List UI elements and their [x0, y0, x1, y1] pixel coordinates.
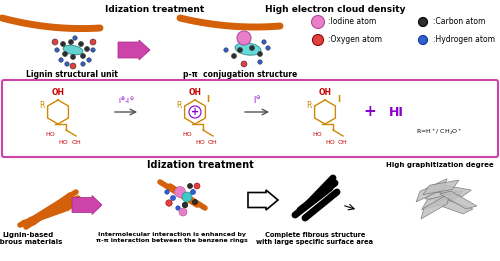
FancyBboxPatch shape: [2, 80, 498, 157]
Polygon shape: [423, 180, 459, 194]
Text: :Hydrogen atom: :Hydrogen atom: [433, 35, 495, 44]
Circle shape: [258, 51, 262, 56]
Text: Lignin-based
fibrous materials: Lignin-based fibrous materials: [0, 232, 62, 245]
Text: R: R: [176, 102, 182, 110]
Text: OH: OH: [318, 88, 332, 97]
Text: I: I: [206, 95, 210, 104]
Text: Complete fibrous structure
with large specific surface area: Complete fibrous structure with large sp…: [256, 232, 374, 245]
Circle shape: [70, 63, 76, 69]
Circle shape: [262, 40, 266, 44]
Circle shape: [176, 206, 180, 210]
Polygon shape: [440, 191, 477, 209]
Circle shape: [73, 36, 77, 40]
Circle shape: [65, 62, 69, 66]
Circle shape: [166, 200, 172, 206]
Circle shape: [68, 39, 73, 44]
Circle shape: [266, 46, 270, 50]
Text: :Iodine atom: :Iodine atom: [328, 17, 376, 27]
Text: +: +: [191, 107, 199, 117]
Polygon shape: [425, 191, 463, 199]
Text: OH: OH: [208, 140, 218, 145]
Circle shape: [250, 45, 254, 50]
Circle shape: [60, 41, 66, 46]
Circle shape: [237, 31, 251, 45]
Circle shape: [418, 35, 428, 44]
Text: R=H$^+$/ CH$_2$O$^+$: R=H$^+$/ CH$_2$O$^+$: [416, 127, 464, 137]
Text: HO: HO: [182, 132, 192, 137]
Circle shape: [194, 183, 200, 189]
Text: p-π  conjugation structure: p-π conjugation structure: [183, 70, 297, 79]
Text: OH: OH: [71, 140, 81, 145]
Circle shape: [59, 58, 63, 62]
Circle shape: [312, 15, 324, 28]
Polygon shape: [416, 179, 447, 202]
Polygon shape: [432, 185, 472, 197]
Circle shape: [232, 54, 236, 58]
Text: High graphitization degree: High graphitization degree: [386, 162, 494, 168]
Circle shape: [188, 183, 192, 188]
Text: Idization treatment: Idization treatment: [106, 5, 204, 14]
Ellipse shape: [63, 45, 83, 55]
Polygon shape: [421, 193, 450, 219]
Circle shape: [174, 187, 186, 198]
Circle shape: [182, 192, 192, 202]
Text: HI: HI: [388, 105, 404, 118]
Circle shape: [165, 190, 169, 194]
Circle shape: [90, 39, 96, 45]
Circle shape: [52, 39, 58, 45]
Ellipse shape: [235, 43, 261, 55]
Text: +: +: [364, 104, 376, 120]
FancyArrow shape: [72, 195, 102, 215]
Circle shape: [84, 46, 89, 51]
Polygon shape: [422, 192, 456, 210]
Circle shape: [312, 34, 324, 45]
Text: OH: OH: [338, 140, 348, 145]
Circle shape: [91, 48, 95, 52]
Circle shape: [78, 41, 84, 46]
Text: :Carbon atom: :Carbon atom: [433, 17, 486, 27]
Circle shape: [224, 48, 228, 52]
Circle shape: [170, 195, 175, 200]
Circle shape: [190, 189, 196, 194]
Text: Idization treatment: Idization treatment: [146, 160, 254, 170]
Text: HO: HO: [195, 140, 205, 145]
Text: OH: OH: [188, 88, 202, 97]
Text: High electron cloud density: High electron cloud density: [265, 5, 405, 14]
FancyArrow shape: [118, 40, 150, 60]
Text: R: R: [40, 102, 44, 110]
Circle shape: [80, 54, 86, 58]
Text: Intermolecular interaction is enhanced by
π-π interaction between the benzene ri: Intermolecular interaction is enhanced b…: [96, 232, 248, 243]
Circle shape: [418, 17, 428, 27]
Circle shape: [62, 51, 68, 56]
Text: HO: HO: [312, 132, 322, 137]
Text: I$^{\ominus}$: I$^{\ominus}$: [253, 95, 261, 106]
Text: HO: HO: [58, 140, 68, 145]
Text: I: I: [338, 95, 340, 104]
Circle shape: [241, 61, 247, 67]
Circle shape: [179, 208, 187, 216]
Circle shape: [238, 48, 242, 52]
Text: HO: HO: [45, 132, 55, 137]
Circle shape: [182, 202, 188, 208]
Circle shape: [258, 60, 262, 64]
FancyArrow shape: [248, 190, 278, 210]
Circle shape: [81, 62, 85, 66]
Text: R: R: [306, 102, 312, 110]
Circle shape: [70, 55, 76, 60]
Text: :Oxygen atom: :Oxygen atom: [328, 35, 382, 44]
Circle shape: [55, 48, 59, 52]
Text: HO: HO: [325, 140, 335, 145]
Text: OH: OH: [52, 88, 64, 97]
Text: I$^{\oplus}$-I$^{\ominus}$: I$^{\oplus}$-I$^{\ominus}$: [118, 96, 134, 106]
Text: Lignin structural unit: Lignin structural unit: [26, 70, 118, 79]
Circle shape: [192, 199, 198, 205]
Circle shape: [87, 58, 91, 62]
Polygon shape: [434, 199, 473, 214]
